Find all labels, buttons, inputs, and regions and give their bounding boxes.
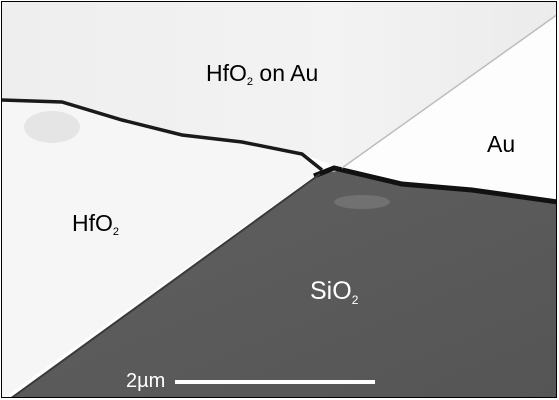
hfo2-label-prefix: HfO <box>72 210 113 236</box>
sio2-label-subscript: 2 <box>351 293 359 307</box>
hfo2-on-au-label: HfO2 on Au <box>206 60 319 88</box>
sio2-label: SiO2 <box>310 277 359 307</box>
surface-blemish <box>334 195 390 209</box>
hfo2-region <box>2 100 320 397</box>
hfo2-au-boundary <box>341 14 556 169</box>
hfo2-sio2-boundary <box>11 173 321 397</box>
sio2-label-prefix: SiO <box>310 277 352 305</box>
au-label: Au <box>487 131 516 157</box>
au-step-boundary <box>313 165 556 205</box>
surface-blemish <box>24 111 80 143</box>
sio2-region <box>12 170 556 397</box>
hfo2-label: HfO2 <box>72 210 120 238</box>
hfo2-on-au-region <box>2 2 556 168</box>
scale-bar <box>175 380 375 384</box>
scale-bar-label: 2µm <box>126 370 166 392</box>
hfo2-on-au-label-subscript: 2 <box>246 76 254 88</box>
hfo2-label-subscript: 2 <box>112 226 120 238</box>
hfo2-on-au-label-suffix: on Au <box>253 60 319 86</box>
hfo2-on-au-label-prefix: HfO <box>206 60 247 86</box>
au-region <box>342 15 556 202</box>
hfo2-edge-boundary <box>2 98 324 172</box>
